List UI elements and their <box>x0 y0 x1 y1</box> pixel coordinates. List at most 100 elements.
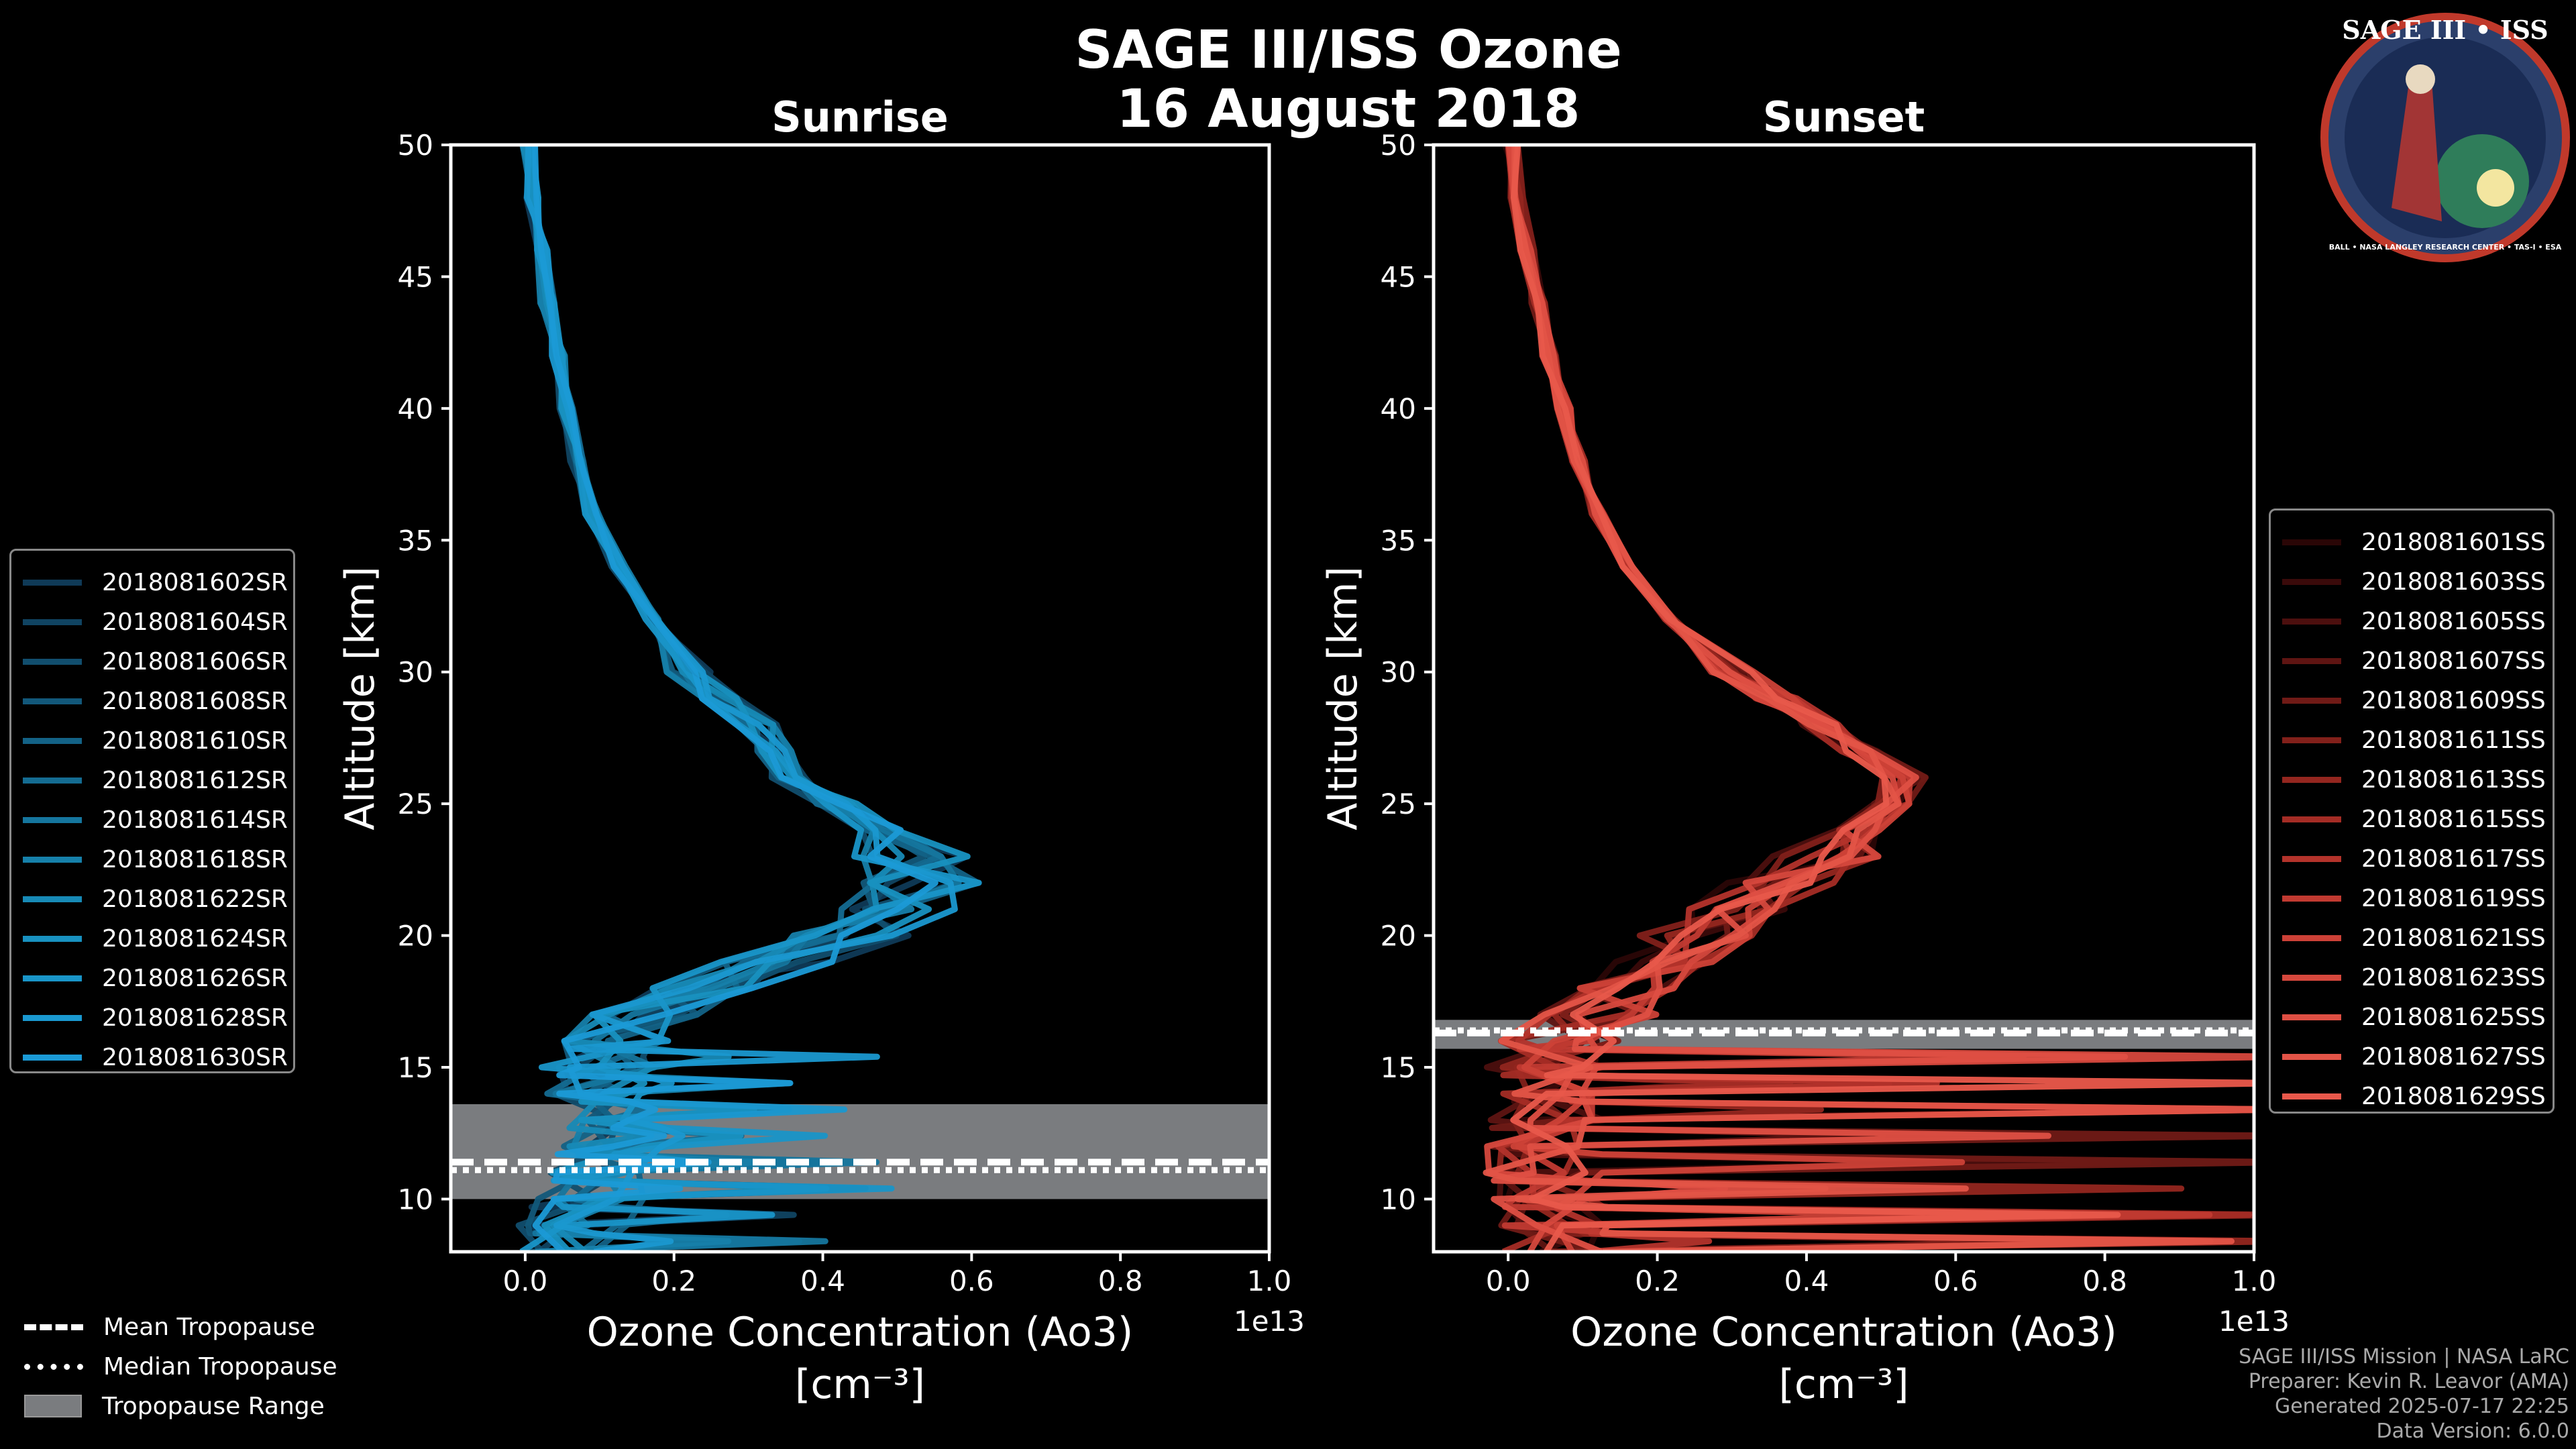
legend-item-2018081615SS: 2018081615SS <box>2282 800 2546 838</box>
credits-line-4: Data Version: 6.0.0 <box>2376 1419 2569 1443</box>
y-tick-label: 25 <box>1381 788 1416 820</box>
x-tick-label: 0.8 <box>2082 1265 2127 1297</box>
y-tick-label: 20 <box>398 920 433 953</box>
y-tick-label: 20 <box>1381 920 1416 953</box>
logo-figure <box>2392 80 2442 221</box>
legend-label: 2018081624SR <box>102 924 288 953</box>
main-title: SAGE III/ISS Ozone <box>1075 20 1622 80</box>
legend-swatch <box>2282 657 2341 664</box>
sunrise-panel: 0.0 0.2 0.4 0.6 0.8 1.0 10 15 20 25 30 35 40 45 50 1e13… <box>337 93 1305 1408</box>
legend-swatch <box>2282 895 2341 902</box>
legend-swatch <box>23 579 82 586</box>
legend-swatch <box>23 1054 82 1061</box>
subplot-title: Sunset <box>1763 93 1925 142</box>
legend-item-2018081609SS: 2018081609SS <box>2282 682 2546 719</box>
legend-item-2018081613SS: 2018081613SS <box>2282 761 2546 798</box>
legend-label: 2018081622SR <box>102 885 288 913</box>
legend-item-2018081605SS: 2018081605SS <box>2282 602 2546 640</box>
legend-label: 2018081606SR <box>102 647 288 676</box>
x-tick-label: 0.4 <box>800 1265 845 1297</box>
x-axis-multiplier: 1e13 <box>1234 1305 1305 1338</box>
x-axis-label: Ozone Concentration (Ao3) <box>1570 1309 2117 1356</box>
legend-label: 2018081612SR <box>102 766 288 794</box>
legend-label: 2018081619SS <box>2361 884 2546 912</box>
y-tick-label: 10 <box>1381 1183 1416 1216</box>
dashed-line-swatch <box>24 1324 83 1330</box>
credits-line-3: Generated 2025-07-17 22:25 <box>2274 1395 2569 1418</box>
legend-item-2018081618SR: 2018081618SR <box>23 841 288 878</box>
tropo-legend-mean-label: Mean Tropopause <box>103 1313 315 1341</box>
x-tick-label: 0.6 <box>1933 1265 1978 1297</box>
y-tick-label: 25 <box>398 788 433 820</box>
y-tick-label: 15 <box>398 1051 433 1084</box>
legend-item-2018081612SR: 2018081612SR <box>23 761 288 799</box>
legend-item-2018081604SR: 2018081604SR <box>23 603 288 641</box>
legend-item-2018081619SS: 2018081619SS <box>2282 879 2546 917</box>
plot-frame <box>449 143 1271 1254</box>
tropo-legend-median-label: Median Tropopause <box>103 1352 337 1381</box>
subplot-title: Sunrise <box>771 93 949 142</box>
legend-item-2018081624SR: 2018081624SR <box>23 920 288 957</box>
legend-swatch <box>23 737 82 744</box>
legend-swatch <box>2282 539 2341 545</box>
legend-swatch <box>23 619 82 625</box>
x-tick-label: 0.6 <box>949 1265 994 1297</box>
series-line-2018081626SR <box>519 145 982 1252</box>
sunrise-legend <box>9 549 295 1073</box>
y-tick-label: 10 <box>398 1183 433 1216</box>
legend-label: 2018081626SR <box>102 964 288 992</box>
y-tick-label: 40 <box>398 392 433 425</box>
legend-swatch <box>23 1014 82 1021</box>
legend-item-2018081601SS: 2018081601SS <box>2282 523 2546 561</box>
legend-swatch <box>2282 618 2341 625</box>
legend-swatch <box>23 698 82 704</box>
legend-label: 2018081609SS <box>2361 686 2546 714</box>
x-tick-label: 0.2 <box>1635 1265 1680 1297</box>
x-tick-label: 1.0 <box>2232 1265 2277 1297</box>
legend-swatch <box>2282 974 2341 981</box>
y-tick-label: 45 <box>398 260 433 293</box>
legend-label: 2018081614SR <box>102 806 288 834</box>
legend-label: 2018081628SR <box>102 1004 288 1032</box>
range-swatch <box>24 1395 82 1417</box>
legend-label: 2018081623SS <box>2361 963 2546 991</box>
sunset-legend <box>2269 508 2555 1114</box>
legend-item-2018081602SR: 2018081602SR <box>23 564 288 601</box>
logo-figure-head <box>2406 64 2435 94</box>
legend-label: 2018081630SR <box>102 1043 288 1071</box>
y-tick-label: 45 <box>1381 260 1416 293</box>
y-tick-label: 35 <box>1381 524 1416 557</box>
legend-item-2018081617SS: 2018081617SS <box>2282 840 2546 877</box>
legend-swatch <box>23 816 82 823</box>
main-subtitle: 16 August 2018 <box>1116 79 1580 140</box>
legend-label: 2018081615SS <box>2361 805 2546 833</box>
legend-swatch <box>2282 1093 2341 1099</box>
legend-swatch <box>23 777 82 784</box>
legend-label: 2018081604SR <box>102 608 288 636</box>
tropo-legend-mean: Mean Tropopause <box>24 1308 315 1346</box>
y-tick-label: 35 <box>398 524 433 557</box>
legend-swatch <box>2282 1014 2341 1020</box>
x-axis-unit: [cm⁻³] <box>1779 1361 1909 1408</box>
legend-swatch <box>2282 697 2341 704</box>
credits-line-2: Preparer: Kevin R. Leavor (AMA) <box>2248 1370 2569 1393</box>
logo-footer-text: BALL • NASA LANGLEY RESEARCH CENTER • TA… <box>2329 243 2562 252</box>
x-tick-label: 0.8 <box>1098 1265 1143 1297</box>
legend-label: 2018081607SS <box>2361 647 2546 675</box>
legend-item-2018081625SS: 2018081625SS <box>2282 998 2546 1036</box>
legend-swatch <box>2282 578 2341 585</box>
sunset-panel: 0.0 0.2 0.4 0.6 0.8 1.0 10 15 20 25 30 35 40 45 50 1e13… <box>1320 93 2290 1408</box>
legend-label: 2018081618SR <box>102 845 288 873</box>
x-tick-label: 0.0 <box>503 1265 548 1297</box>
plot-frame <box>1432 143 2256 1254</box>
y-axis-label: Altitude [km] <box>337 566 384 830</box>
y-tick-label: 50 <box>398 129 433 162</box>
legend-item-2018081610SR: 2018081610SR <box>23 722 288 759</box>
legend-swatch <box>2282 816 2341 822</box>
x-axis-unit: [cm⁻³] <box>795 1361 925 1408</box>
legend-label: 2018081617SS <box>2361 845 2546 873</box>
legend-item-2018081626SR: 2018081626SR <box>23 959 288 997</box>
legend-label: 2018081613SS <box>2361 765 2546 794</box>
legend-label: 2018081611SS <box>2361 726 2546 754</box>
legend-label: 2018081601SS <box>2361 528 2546 556</box>
